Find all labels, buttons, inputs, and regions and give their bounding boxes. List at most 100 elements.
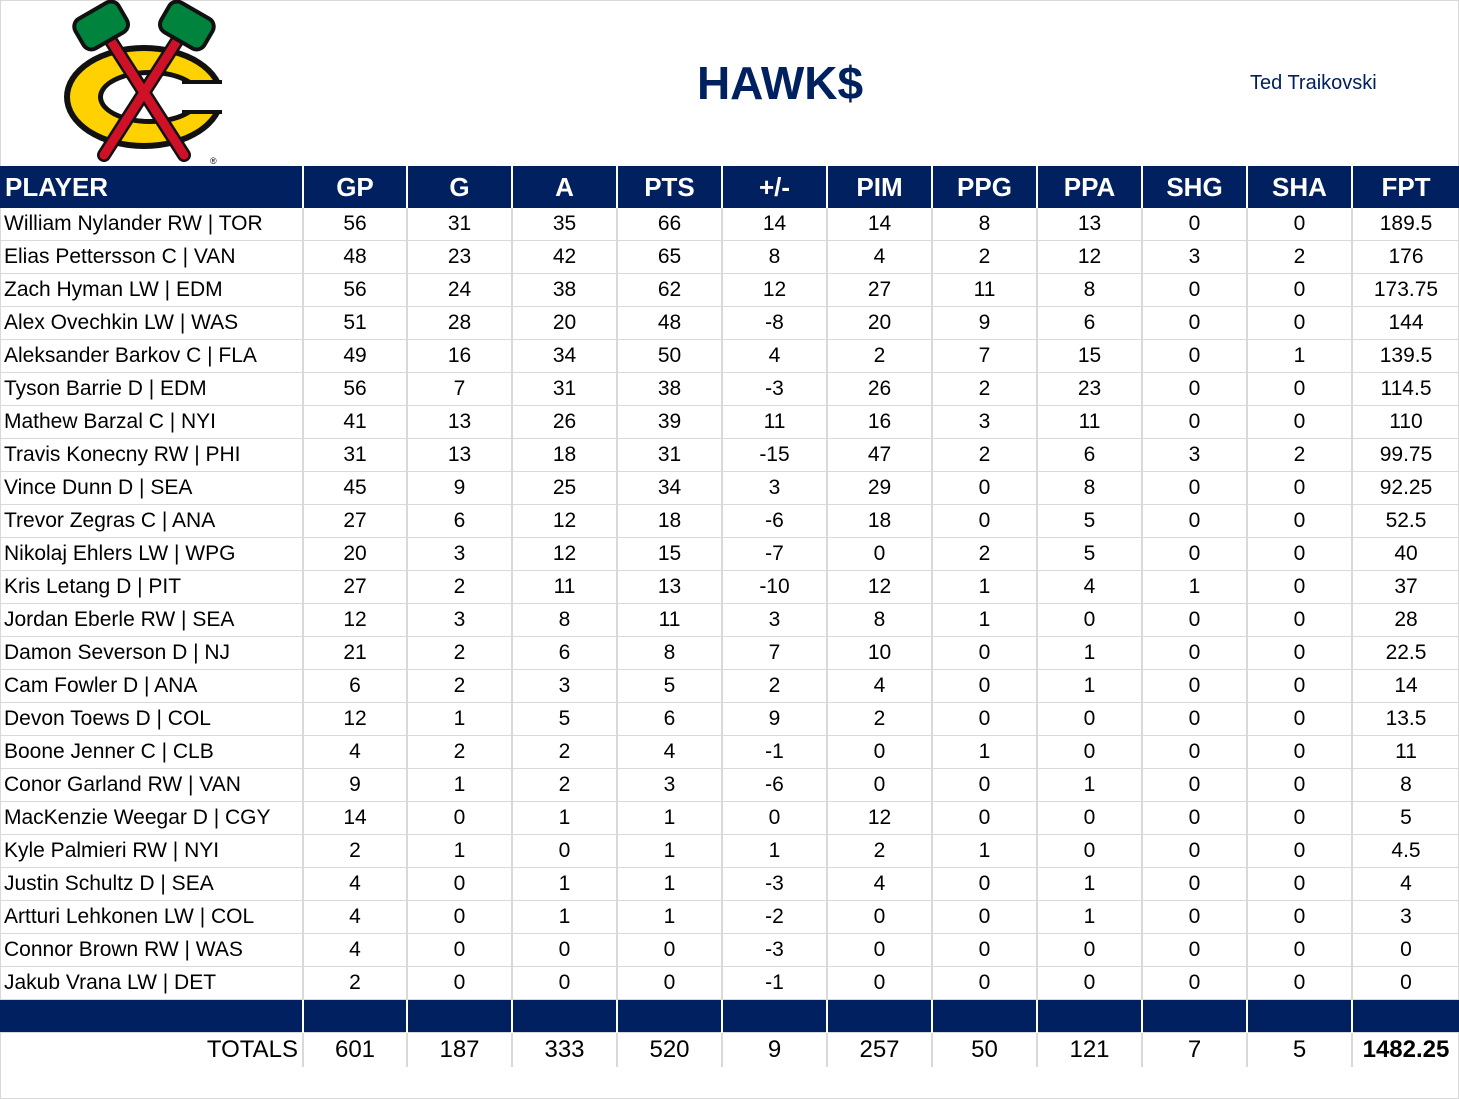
- stat-cell[interactable]: 56: [302, 208, 407, 241]
- stat-cell[interactable]: 0: [1141, 702, 1247, 736]
- stat-cell[interactable]: 4: [616, 735, 722, 769]
- stat-cell[interactable]: 31: [406, 208, 512, 241]
- stat-cell[interactable]: 0: [406, 900, 512, 934]
- stat-cell[interactable]: 45: [302, 471, 407, 505]
- stat-cell[interactable]: 23: [1036, 372, 1142, 406]
- stat-cell[interactable]: 0: [1036, 603, 1142, 637]
- stat-cell[interactable]: 1: [1246, 339, 1352, 373]
- stat-cell[interactable]: 99.75: [1351, 438, 1459, 472]
- stat-cell[interactable]: 0: [1246, 735, 1352, 769]
- stat-cell[interactable]: 0: [1036, 702, 1142, 736]
- stat-cell[interactable]: 2: [826, 834, 932, 868]
- stat-cell[interactable]: 1: [1036, 900, 1142, 934]
- stat-cell[interactable]: 0: [511, 966, 617, 1000]
- stat-cell[interactable]: 9: [721, 702, 827, 736]
- stat-cell[interactable]: 8: [721, 240, 827, 274]
- stat-cell[interactable]: 1: [1036, 669, 1142, 703]
- stat-cell[interactable]: 0: [1141, 867, 1247, 901]
- stat-cell[interactable]: 2: [931, 438, 1037, 472]
- player-name-cell[interactable]: Aleksander Barkov C | FLA: [0, 339, 303, 373]
- stat-cell[interactable]: 2: [406, 570, 512, 604]
- stat-cell[interactable]: 0: [931, 801, 1037, 835]
- stat-cell[interactable]: 62: [616, 273, 722, 307]
- total-cell[interactable]: 9: [721, 1032, 827, 1067]
- stat-cell[interactable]: 3: [406, 537, 512, 571]
- stat-cell[interactable]: 0: [1246, 208, 1352, 241]
- stat-cell[interactable]: 29: [826, 471, 932, 505]
- stat-cell[interactable]: 5: [511, 702, 617, 736]
- stat-cell[interactable]: 20: [302, 537, 407, 571]
- stat-cell[interactable]: 4: [721, 339, 827, 373]
- stat-cell[interactable]: 0: [1246, 603, 1352, 637]
- stat-cell[interactable]: 0: [1141, 603, 1247, 637]
- player-name-cell[interactable]: Artturi Lehkonen LW | COL: [0, 900, 303, 934]
- stat-cell[interactable]: 12: [721, 273, 827, 307]
- total-cell[interactable]: 187: [406, 1032, 512, 1067]
- stat-cell[interactable]: 8: [1036, 471, 1142, 505]
- stat-cell[interactable]: 0: [826, 933, 932, 967]
- total-cell[interactable]: 520: [616, 1032, 722, 1067]
- stat-cell[interactable]: 47: [826, 438, 932, 472]
- stat-cell[interactable]: 6: [302, 669, 407, 703]
- stat-cell[interactable]: 6: [1036, 438, 1142, 472]
- stat-cell[interactable]: 1: [1036, 867, 1142, 901]
- stat-cell[interactable]: -7: [721, 537, 827, 571]
- stat-cell[interactable]: 1: [406, 768, 512, 802]
- stat-cell[interactable]: 66: [616, 208, 722, 241]
- stat-cell[interactable]: 22.5: [1351, 636, 1459, 670]
- stat-cell[interactable]: 16: [406, 339, 512, 373]
- stat-cell[interactable]: 0: [406, 867, 512, 901]
- stat-cell[interactable]: 27: [302, 504, 407, 538]
- stat-cell[interactable]: 52.5: [1351, 504, 1459, 538]
- stat-cell[interactable]: 0: [1246, 273, 1352, 307]
- stat-cell[interactable]: 13: [406, 438, 512, 472]
- stat-cell[interactable]: 0: [1036, 933, 1142, 967]
- total-cell[interactable]: 1482.25: [1351, 1032, 1459, 1067]
- stat-cell[interactable]: 0: [1141, 537, 1247, 571]
- stat-cell[interactable]: 18: [826, 504, 932, 538]
- player-name-cell[interactable]: Kris Letang D | PIT: [0, 570, 303, 604]
- stat-cell[interactable]: 12: [1036, 240, 1142, 274]
- stat-cell[interactable]: 0: [826, 537, 932, 571]
- stat-cell[interactable]: 1: [616, 834, 722, 868]
- stat-cell[interactable]: 31: [302, 438, 407, 472]
- stat-cell[interactable]: 5: [1036, 537, 1142, 571]
- stat-cell[interactable]: 0: [1246, 966, 1352, 1000]
- stat-cell[interactable]: 0: [1036, 966, 1142, 1000]
- player-name-cell[interactable]: Jordan Eberle RW | SEA: [0, 603, 303, 637]
- stat-cell[interactable]: 3: [406, 603, 512, 637]
- total-cell[interactable]: 50: [931, 1032, 1037, 1067]
- stat-cell[interactable]: 1: [721, 834, 827, 868]
- stat-cell[interactable]: 23: [406, 240, 512, 274]
- stat-cell[interactable]: 8: [1036, 273, 1142, 307]
- stat-cell[interactable]: 0: [1141, 339, 1247, 373]
- stat-cell[interactable]: 25: [511, 471, 617, 505]
- stat-cell[interactable]: 37: [1351, 570, 1459, 604]
- stat-cell[interactable]: 41: [302, 405, 407, 439]
- stat-cell[interactable]: 0: [826, 900, 932, 934]
- stat-cell[interactable]: 7: [406, 372, 512, 406]
- stat-cell[interactable]: 2: [931, 537, 1037, 571]
- stat-cell[interactable]: 1: [616, 801, 722, 835]
- stat-cell[interactable]: 56: [302, 372, 407, 406]
- stat-cell[interactable]: 21: [302, 636, 407, 670]
- stat-cell[interactable]: 2: [931, 372, 1037, 406]
- stat-cell[interactable]: 14: [826, 208, 932, 241]
- total-cell[interactable]: 121: [1036, 1032, 1142, 1067]
- stat-cell[interactable]: 144: [1351, 306, 1459, 340]
- stat-cell[interactable]: 0: [1141, 504, 1247, 538]
- stat-cell[interactable]: 0: [1141, 966, 1247, 1000]
- stat-cell[interactable]: 0: [1141, 900, 1247, 934]
- stat-cell[interactable]: 4: [826, 867, 932, 901]
- stat-cell[interactable]: 0: [1036, 834, 1142, 868]
- stat-cell[interactable]: 14: [721, 208, 827, 241]
- stat-cell[interactable]: -6: [721, 504, 827, 538]
- stat-cell[interactable]: 18: [511, 438, 617, 472]
- stat-cell[interactable]: 2: [406, 636, 512, 670]
- stat-cell[interactable]: 51: [302, 306, 407, 340]
- stat-cell[interactable]: 0: [406, 801, 512, 835]
- stat-cell[interactable]: 8: [616, 636, 722, 670]
- stat-cell[interactable]: 42: [511, 240, 617, 274]
- stat-cell[interactable]: 0: [1351, 933, 1459, 967]
- stat-cell[interactable]: 16: [826, 405, 932, 439]
